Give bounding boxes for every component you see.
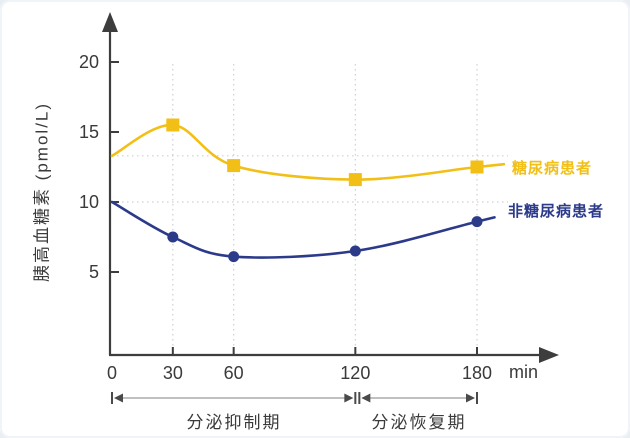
y-tick-label-5: 5 [89,262,99,282]
phase-arrowhead-left-icon-2 [361,393,371,403]
x-tick-label-180: 180 [462,363,492,383]
x-tick-label-0: 0 [107,363,117,383]
marker-nondiabetic-120 [349,245,361,257]
y-tick-label-10: 10 [79,192,99,212]
marker-nondiabetic-30 [167,231,179,243]
marker-nondiabetic-180 [471,216,483,228]
y-axis-title: 胰高血糖素 (pmol/L) [32,101,52,283]
marker-diabetic-60 [227,159,241,173]
series-line-diabetic [110,123,506,181]
marker-diabetic-30 [166,118,180,132]
y-axis-arrow-icon [102,12,118,32]
marker-diabetic-120 [348,173,362,187]
phase-label-secretion-inhibition: 分泌抑制期 [186,413,282,432]
y-tick-label-15: 15 [79,122,99,142]
phase-arrowhead-right-icon-1 [344,393,354,403]
marker-diabetic-180 [470,160,484,174]
x-tick-label-60: 60 [224,363,244,383]
series-line-nondiabetic [110,200,496,259]
phase-label-secretion-recovery: 分泌恢复期 [371,413,467,432]
x-axis-arrow-icon [539,347,559,363]
x-tick-label-120: 120 [340,363,370,383]
marker-nondiabetic-60 [228,251,240,263]
phase-arrowhead-left-icon-1 [114,393,123,403]
phase-arrowhead-right-icon-2 [466,393,475,403]
legend-label-nondiabetic: 非糖尿病患者 [508,203,605,220]
x-axis-unit: min [509,362,539,382]
legend-label-diabetic: 糖尿病患者 [512,160,593,177]
y-tick-label-20: 20 [79,52,99,72]
x-tick-label-30: 30 [163,363,183,383]
